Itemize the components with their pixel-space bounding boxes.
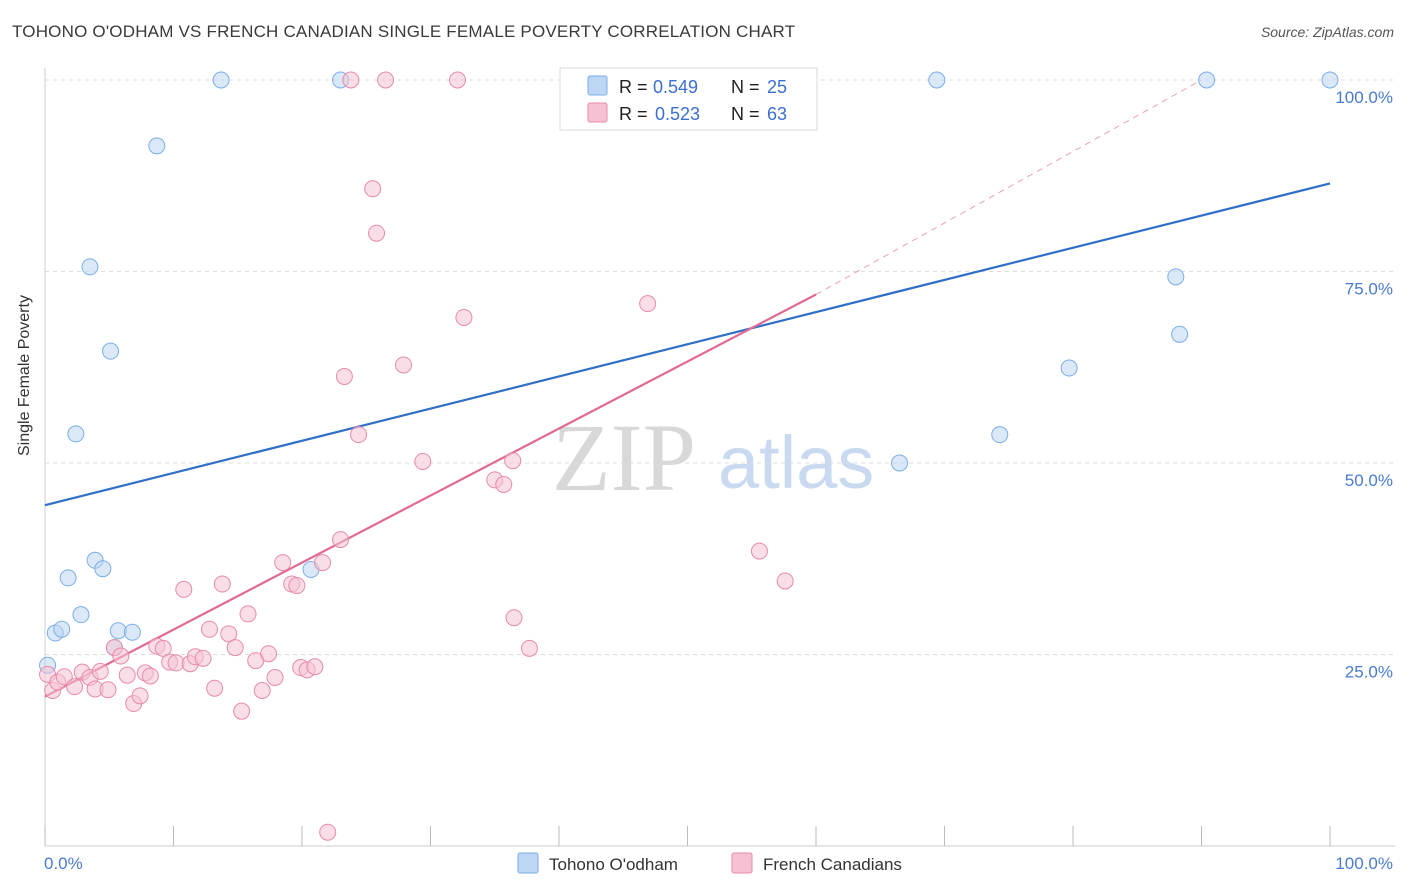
x-tick-label-1: 100.0% [1335,854,1393,873]
point-french-56 [495,475,513,493]
point-tohono-4 [67,425,85,443]
point-french-59 [520,639,538,657]
y-tick-label-0: 25.0% [1345,663,1393,682]
legend-label-french: French Canadians [763,855,902,874]
point-french-43 [319,823,337,841]
point-tohono-11 [109,622,127,640]
point-french-42 [314,554,332,572]
point-french-57 [504,452,522,470]
point-french-33 [253,682,271,700]
point-tohono-20 [1060,359,1078,377]
stats-swatch-french [587,102,608,123]
point-tohono-22 [1171,325,1189,343]
point-french-9 [99,681,117,699]
point-french-25 [200,620,218,638]
point-tohono-8 [94,560,112,578]
gridlines [45,79,1395,655]
point-tohono-12 [123,623,141,641]
point-french-60 [639,295,657,313]
point-french-50 [377,71,395,89]
point-french-38 [288,577,306,595]
point-french-8 [91,662,109,680]
point-tohono-23 [1198,71,1216,89]
stats-r-value-tohono: 0.549 [653,77,698,97]
x-tick-label-0: 0.0% [44,854,83,873]
legend: Tohono O'odham French Canadians [517,852,902,874]
point-french-12 [118,666,136,684]
point-tohono-13 [148,137,166,155]
point-french-31 [239,605,257,623]
stats-n-value-french: 63 [767,104,787,124]
point-french-24 [194,649,212,667]
stats-r-label-tohono: R = [619,77,648,97]
point-tohono-6 [81,258,99,276]
point-french-21 [175,580,193,598]
y-tick-label-1: 50.0% [1345,471,1393,490]
point-tohono-19 [991,426,1009,444]
point-french-28 [220,625,238,643]
trend-line-french-extension [815,79,1202,295]
point-french-53 [448,71,466,89]
legend-swatch-french [731,852,753,874]
stats-box: R = 0.549 N = 25 R = 0.523 N = 63 [559,67,818,131]
watermark-zip: ZIP [552,404,696,511]
trend-line-tohono [44,182,1331,507]
stats-n-value-tohono: 25 [767,77,787,97]
y-tick-label-3: 100.0% [1335,88,1393,107]
point-french-30 [233,702,251,720]
point-french-3 [55,668,73,686]
y-tick-labels: 25.0% 50.0% 75.0% 100.0% [1335,88,1393,682]
point-tohono-3 [59,569,77,587]
trend-lines [44,79,1331,698]
point-french-41 [306,658,324,676]
point-french-27 [213,575,231,593]
point-french-4 [66,678,84,696]
chart-title: TOHONO O'ODHAM VS FRENCH CANADIAN SINGLE… [12,22,796,41]
point-french-62 [776,572,794,590]
point-french-34 [260,645,278,663]
trend-line-french [44,293,817,698]
point-french-47 [350,426,368,444]
point-french-45 [335,367,353,385]
point-french-58 [505,609,523,627]
point-tohono-18 [928,71,946,89]
point-french-14 [131,687,149,705]
point-french-26 [206,679,224,697]
point-french-18 [154,639,172,657]
point-french-52 [414,452,432,470]
point-tohono-2 [53,620,71,638]
point-french-48 [364,180,382,198]
y-tick-label-2: 75.0% [1345,280,1393,299]
stats-n-label-french: N = [731,104,760,124]
point-french-20 [167,654,185,672]
point-french-29 [226,639,244,657]
x-tick-labels: 0.0% 100.0% [44,854,1393,873]
legend-swatch-tohono [517,852,539,874]
point-french-61 [750,542,768,560]
point-french-36 [274,554,292,572]
point-tohono-14 [212,71,230,89]
point-tohono-17 [891,454,909,472]
point-french-46 [342,71,360,89]
stats-swatch-tohono [587,75,608,96]
data-points [39,71,1339,841]
point-french-44 [332,531,350,549]
legend-label-tohono: Tohono O'odham [549,855,678,874]
point-tohono-5 [72,606,90,624]
point-french-49 [368,224,386,242]
point-french-51 [395,356,413,374]
stats-n-label-tohono: N = [731,77,760,97]
point-tohono-9 [102,342,120,360]
point-french-16 [141,667,159,685]
stats-r-value-french: 0.523 [655,104,700,124]
point-french-11 [112,647,130,665]
axes [44,68,1395,847]
point-tohono-21 [1167,268,1185,286]
point-french-54 [455,308,473,326]
source-credit: Source: ZipAtlas.com [1260,24,1394,40]
point-french-35 [266,668,284,686]
stats-r-label-french: R = [619,104,648,124]
point-tohono-24 [1321,71,1339,89]
